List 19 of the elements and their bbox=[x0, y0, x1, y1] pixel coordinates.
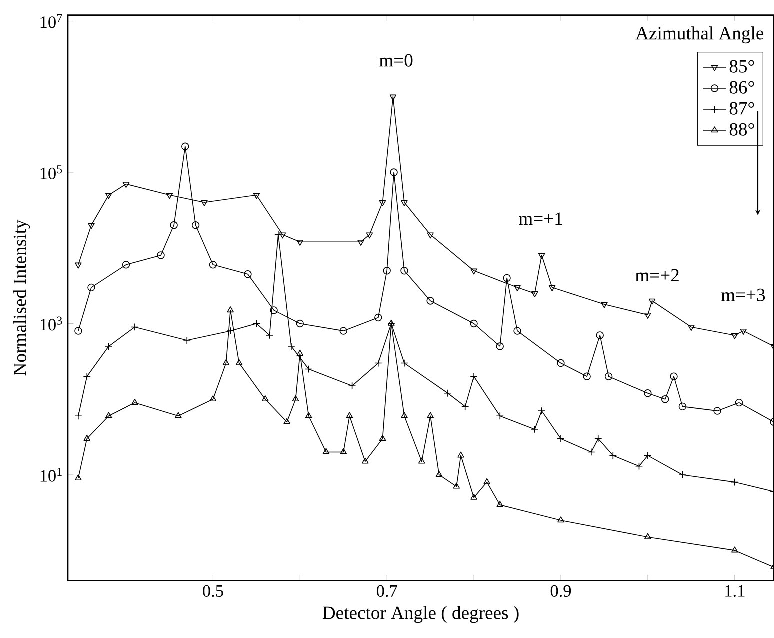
x-tick-label: 1.1 bbox=[726, 585, 745, 598]
y-tick-label: 10$^{7}$ bbox=[40, 14, 62, 28]
legend-label: 85° bbox=[730, 60, 754, 73]
legend-title: Azimuthal Angle bbox=[636, 26, 764, 44]
annotation: m=+3 bbox=[721, 288, 766, 302]
x-tick-label: 0.9 bbox=[550, 585, 572, 598]
legend-label: 86° bbox=[730, 81, 754, 94]
y-tick-label: 10$^{1}$ bbox=[40, 468, 62, 482]
legend-label: 88° bbox=[730, 123, 754, 136]
annotation: m=0 bbox=[380, 54, 413, 67]
y-axis-title: Normalised Intensity bbox=[13, 220, 30, 376]
annotation: m=+2 bbox=[636, 269, 679, 282]
y-tick-label: 10$^{3}$ bbox=[40, 316, 62, 331]
annotation: m=+1 bbox=[519, 212, 562, 225]
x-tick-label: 0.5 bbox=[203, 585, 224, 598]
legend-label: 87° bbox=[730, 102, 754, 115]
x-axis-title: Detector Angle ( degrees ) bbox=[322, 606, 519, 624]
x-tick-label: 0.7 bbox=[376, 585, 398, 598]
y-tick-label: 10$^{5}$ bbox=[40, 166, 62, 180]
